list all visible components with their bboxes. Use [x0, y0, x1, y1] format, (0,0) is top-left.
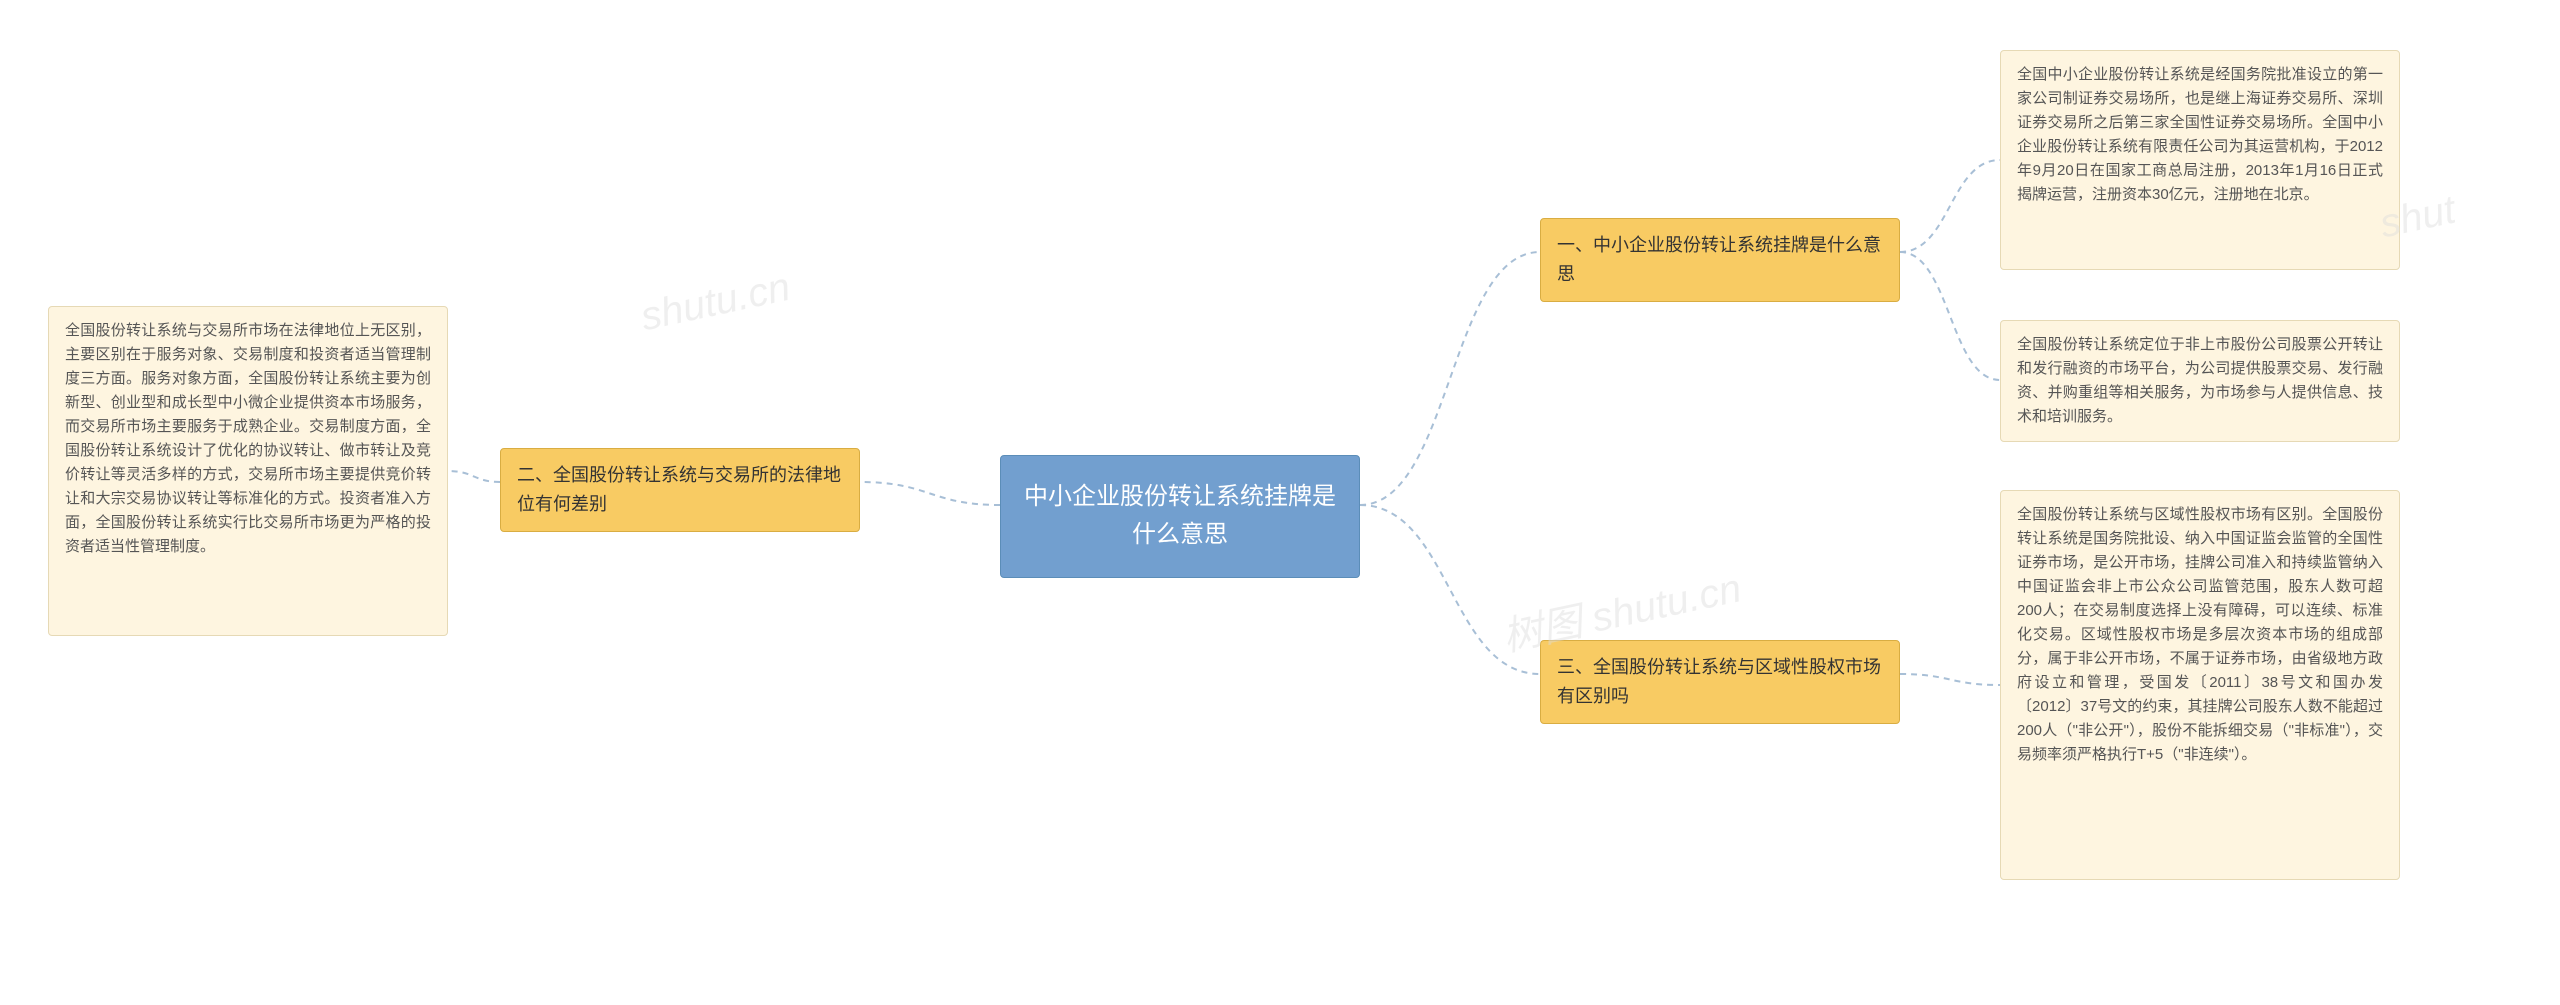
center-node: 中小企业股份转让系统挂牌是什么意思: [1000, 455, 1360, 578]
branch-node: 二、全国股份转让系统与交易所的法律地位有何差别: [500, 448, 860, 532]
watermark: shutu.cn: [637, 265, 794, 340]
leaf-node: 全国股份转让系统与交易所市场在法律地位上无区别，主要区别在于服务对象、交易制度和…: [48, 306, 448, 636]
leaf-node: 全国中小企业股份转让系统是经国务院批准设立的第一家公司制证券交易场所，也是继上海…: [2000, 50, 2400, 270]
branch-node: 三、全国股份转让系统与区域性股权市场有区别吗: [1540, 640, 1900, 724]
leaf-node: 全国股份转让系统与区域性股权市场有区别。全国股份转让系统是国务院批设、纳入中国证…: [2000, 490, 2400, 880]
branch-node: 一、中小企业股份转让系统挂牌是什么意思: [1540, 218, 1900, 302]
leaf-node: 全国股份转让系统定位于非上市股份公司股票公开转让和发行融资的市场平台，为公司提供…: [2000, 320, 2400, 442]
